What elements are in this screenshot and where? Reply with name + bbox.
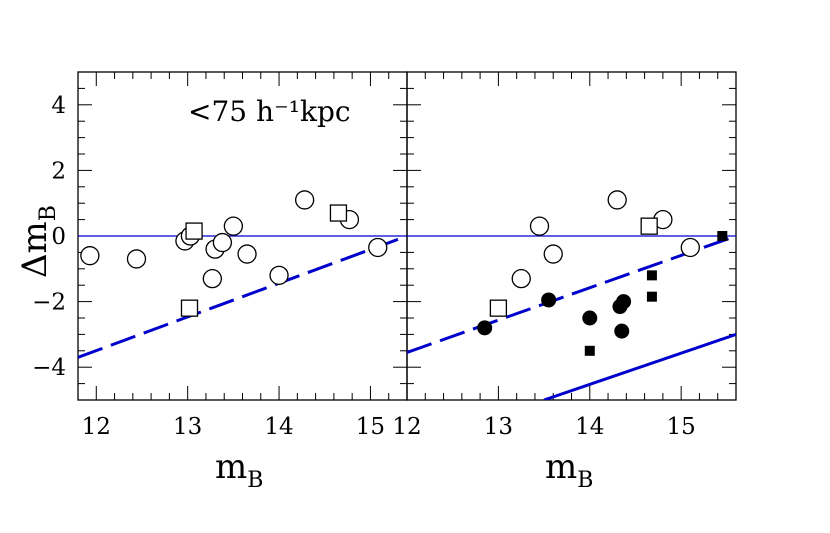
filled-circle-point: [541, 292, 557, 308]
open-circle-point: [212, 232, 233, 253]
left-panel: 12 13 14 15 4 2 0 −2 −4: [32, 71, 408, 440]
open-circle-point: [126, 249, 147, 269]
open-circle-point: [368, 237, 388, 258]
plot-area: [407, 234, 736, 400]
x-tick-label: 12: [82, 414, 111, 440]
open-circle-point: [607, 190, 627, 210]
open-circle-point: [294, 190, 315, 210]
x-tick-label: 13: [484, 414, 513, 440]
x-axis-label-right: mB: [545, 447, 593, 493]
filled-square-point: [717, 231, 728, 241]
y-axis-label: ΔmB: [15, 205, 61, 278]
y-tick-label: 0: [51, 224, 66, 250]
x-tick-label: 13: [173, 414, 202, 440]
y-tick-label: 2: [51, 158, 66, 184]
y-tick-label: −2: [32, 290, 66, 316]
x-tick-label: 12: [392, 414, 421, 440]
open-circle-point: [223, 216, 244, 236]
filled-circle-point: [477, 320, 493, 336]
y-tick-label: −4: [32, 355, 66, 381]
x-tick-label: 14: [575, 414, 604, 440]
open-circle-point: [202, 268, 222, 289]
filled-circle-point: [616, 294, 632, 310]
open-circle-point: [511, 268, 531, 289]
solid-reference-line: [543, 332, 736, 400]
open-circle-point: [269, 265, 289, 286]
x-tick-label: 15: [356, 414, 385, 440]
filled-square-point: [584, 345, 595, 356]
panel-annotation: <75 h⁻¹kpc: [188, 95, 351, 128]
filled-circle-point: [582, 310, 598, 326]
x-tick-label: 15: [667, 414, 696, 440]
filled-square-point: [646, 291, 657, 302]
open-square-point: [180, 299, 199, 317]
open-circle-point: [680, 237, 700, 258]
x-tick-label: 14: [264, 414, 293, 440]
dashed-reference-line: [78, 234, 407, 359]
open-circle-point: [80, 246, 100, 266]
open-square-point: [489, 299, 508, 317]
open-square-point: [640, 217, 658, 235]
right-panel: 12 13 14 15: [392, 71, 737, 440]
dashed-reference-line: [407, 234, 736, 354]
open-circle-point: [237, 244, 257, 264]
plot-area: [78, 234, 407, 359]
y-tick-label: 4: [51, 93, 66, 119]
filled-circle-point: [614, 323, 630, 339]
open-square-point: [329, 204, 348, 222]
open-circle-point: [543, 244, 563, 264]
filled-square-point: [646, 270, 657, 281]
x-axis-label-left: mB: [215, 447, 263, 493]
open-circle-point: [529, 216, 550, 236]
open-square-point: [185, 222, 203, 240]
